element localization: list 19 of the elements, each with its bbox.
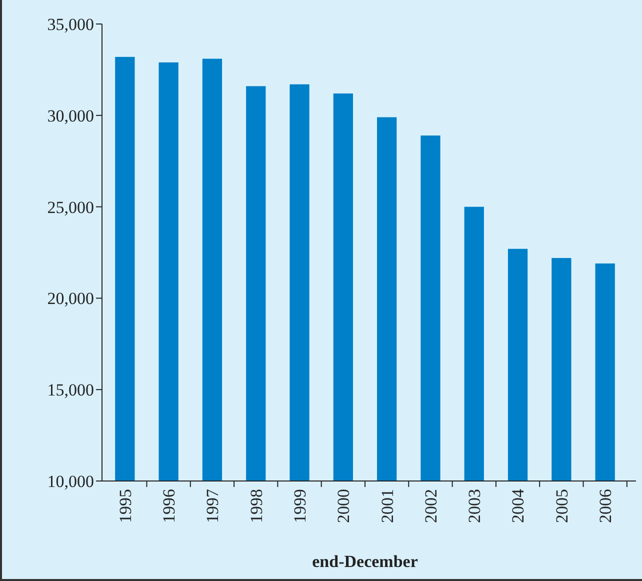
x-tick-label: 2002	[421, 489, 440, 523]
x-tick-label: 1998	[246, 489, 266, 523]
x-tick-label: 2005	[552, 489, 572, 523]
x-axis-title: end-December	[312, 552, 418, 571]
y-tick-label: 10,000	[47, 472, 94, 491]
x-tick-label: 2004	[508, 488, 528, 523]
y-tick-label: 20,000	[47, 289, 94, 308]
x-tick-label: 1999	[290, 489, 310, 523]
x-tick-label: 2006	[596, 489, 616, 523]
x-tick-label: 1995	[116, 489, 135, 523]
y-tick-label: 35,000	[47, 14, 94, 34]
x-tick-label: 2000	[334, 489, 354, 523]
x-tick-label: 1996	[160, 489, 179, 523]
x-tick-label: 2001	[378, 489, 397, 523]
y-tick-label: 15,000	[47, 380, 94, 400]
x-tick-label: 1997	[203, 488, 222, 523]
x-tick-label: 2003	[465, 489, 484, 523]
y-tick-label: 25,000	[47, 198, 94, 217]
y-tick-label: 30,000	[47, 106, 94, 126]
